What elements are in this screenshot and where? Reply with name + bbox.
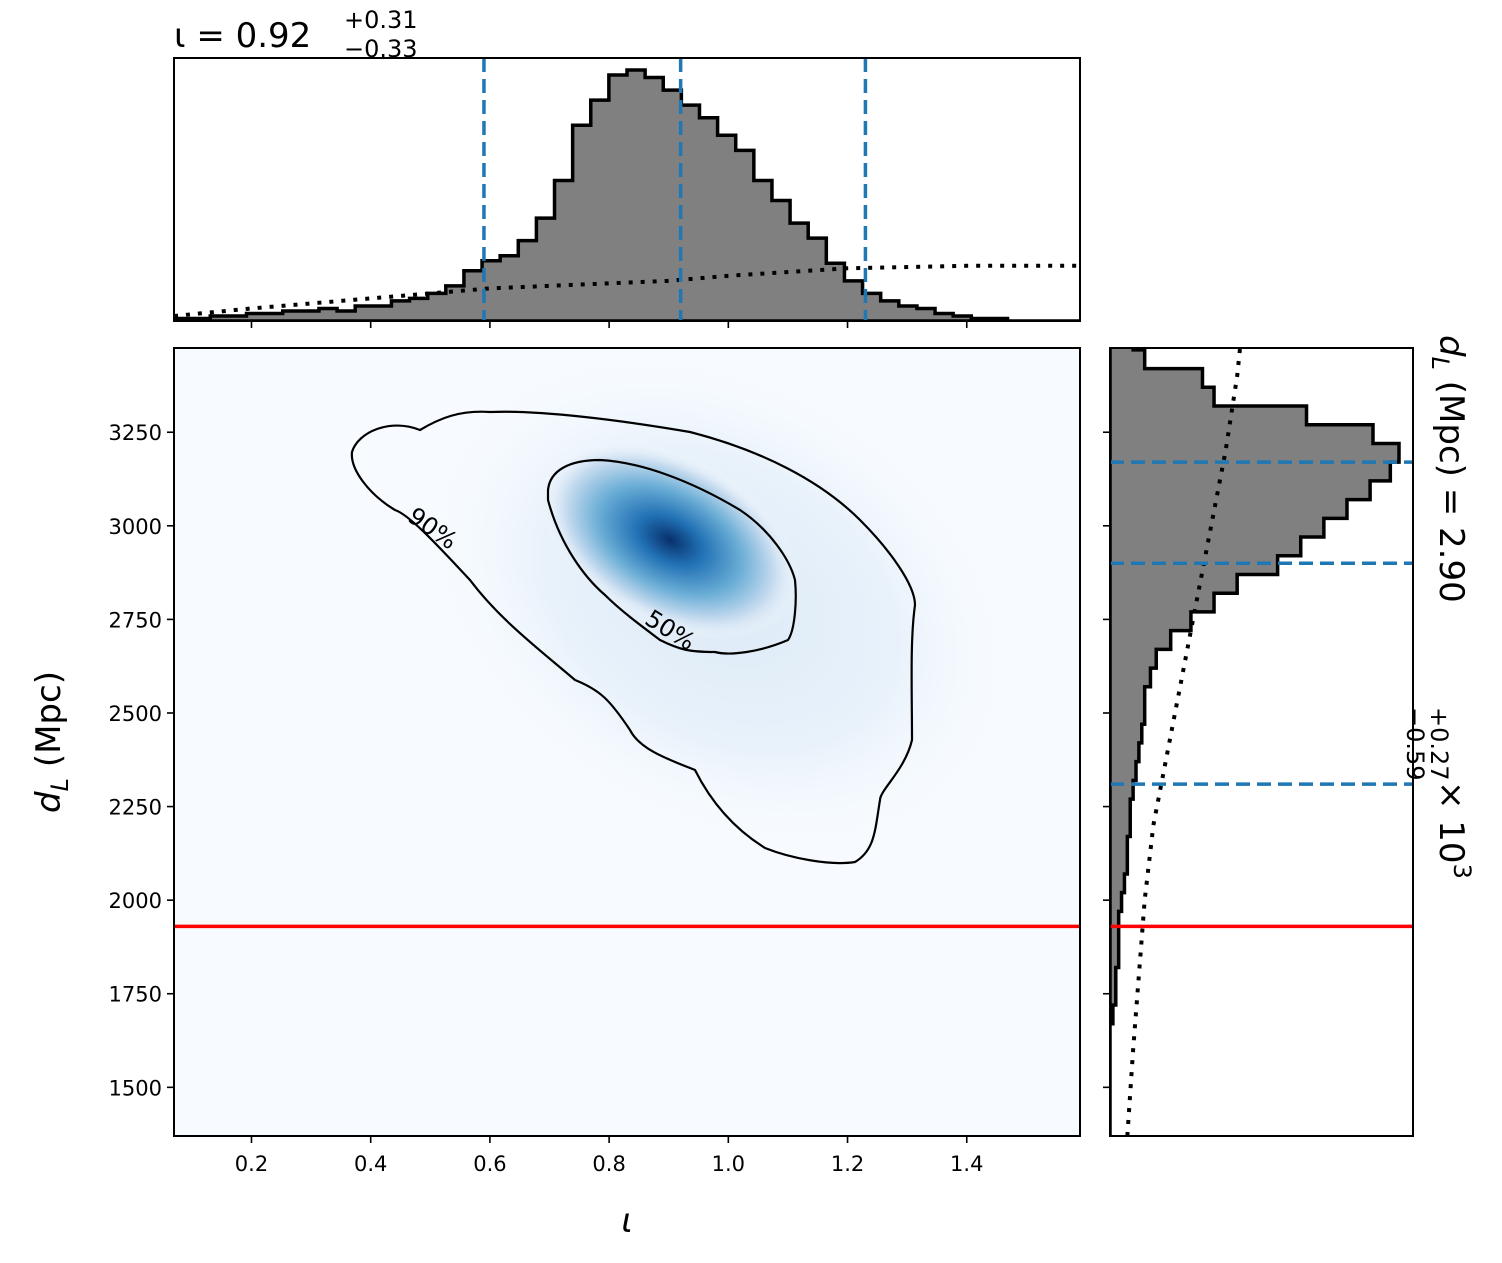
y-tick-label-0: 1500 <box>109 1076 162 1100</box>
inclination-marginal-tick-marks <box>250 321 968 328</box>
x-tick-label-2: 0.6 <box>473 1152 506 1176</box>
x-tick-label-4: 1.0 <box>712 1152 745 1176</box>
distance-marginal-frame <box>1109 347 1414 1137</box>
inclination-axis-ticks: 0.2 0.4 0.6 0.8 1.0 1.2 1.4 <box>235 1136 983 1176</box>
inclination-summary-lower: −0.33 <box>344 35 418 63</box>
x-tick-label-1: 0.4 <box>354 1152 387 1176</box>
y-tick-label-5: 2750 <box>109 608 162 632</box>
contour-50-percent <box>546 458 797 655</box>
x-tick-label-6: 1.4 <box>950 1152 983 1176</box>
y-tick-label-6: 3000 <box>109 515 162 539</box>
inclination-histogram <box>174 68 1080 321</box>
y-axis-label: dL (Mpc) <box>29 671 74 813</box>
distance-axis-ticks: 1500 1750 2000 2250 2500 2750 3000 3250 <box>109 421 174 1100</box>
inclination-prior-curve <box>174 263 1080 318</box>
x-tick-label-5: 1.2 <box>831 1152 864 1176</box>
contour-90-percent <box>350 410 917 865</box>
distance-summary-suffix: × 103 <box>1431 781 1476 879</box>
density-core <box>540 440 800 640</box>
inclination-marginal-panel: ι = 0.92 +0.31 −0.33 <box>173 6 1081 328</box>
x-tick-label-3: 0.8 <box>592 1152 625 1176</box>
y-tick-label-1: 1750 <box>109 983 162 1007</box>
svg-text:dL (Mpc) = 2.90: dL (Mpc) = 2.90 <box>1426 335 1471 603</box>
y-tick-label-4: 2500 <box>109 702 162 726</box>
distance-marginal-tick-marks <box>1103 431 1110 1089</box>
distance-summary-lower: −0.59 <box>1401 707 1429 781</box>
y-tick-label-2: 2000 <box>109 889 162 913</box>
distance-quantile-lines <box>1110 460 1413 786</box>
distance-histogram <box>1110 348 1401 1136</box>
inclination-summary-title: ι = 0.92 <box>174 16 311 56</box>
inclination-summary-upper: +0.31 <box>344 6 418 34</box>
distance-summary-title: dL (Mpc) = 2.90 +0.27 −0.59 × 103 <box>1401 335 1476 879</box>
distance-summary-upper: +0.27 <box>1425 707 1453 781</box>
joint-density-panel: 90% 50% 0.2 0.4 0.6 0.8 1.0 1.2 1.4 1500175020… <box>29 347 1081 1241</box>
x-axis-label: ι <box>621 1201 633 1241</box>
joint-density-frame <box>173 347 1081 1137</box>
y-tick-label-7: 3250 <box>109 421 162 445</box>
inclination-quantile-lines <box>482 58 868 321</box>
y-tick-label-3: 2250 <box>109 796 162 820</box>
x-tick-label-0: 0.2 <box>235 1152 268 1176</box>
inclination-marginal-frame <box>173 57 1081 322</box>
distance-marginal-panel: dL (Mpc) = 2.90 +0.27 −0.59 × 103 <box>1103 335 1476 1137</box>
